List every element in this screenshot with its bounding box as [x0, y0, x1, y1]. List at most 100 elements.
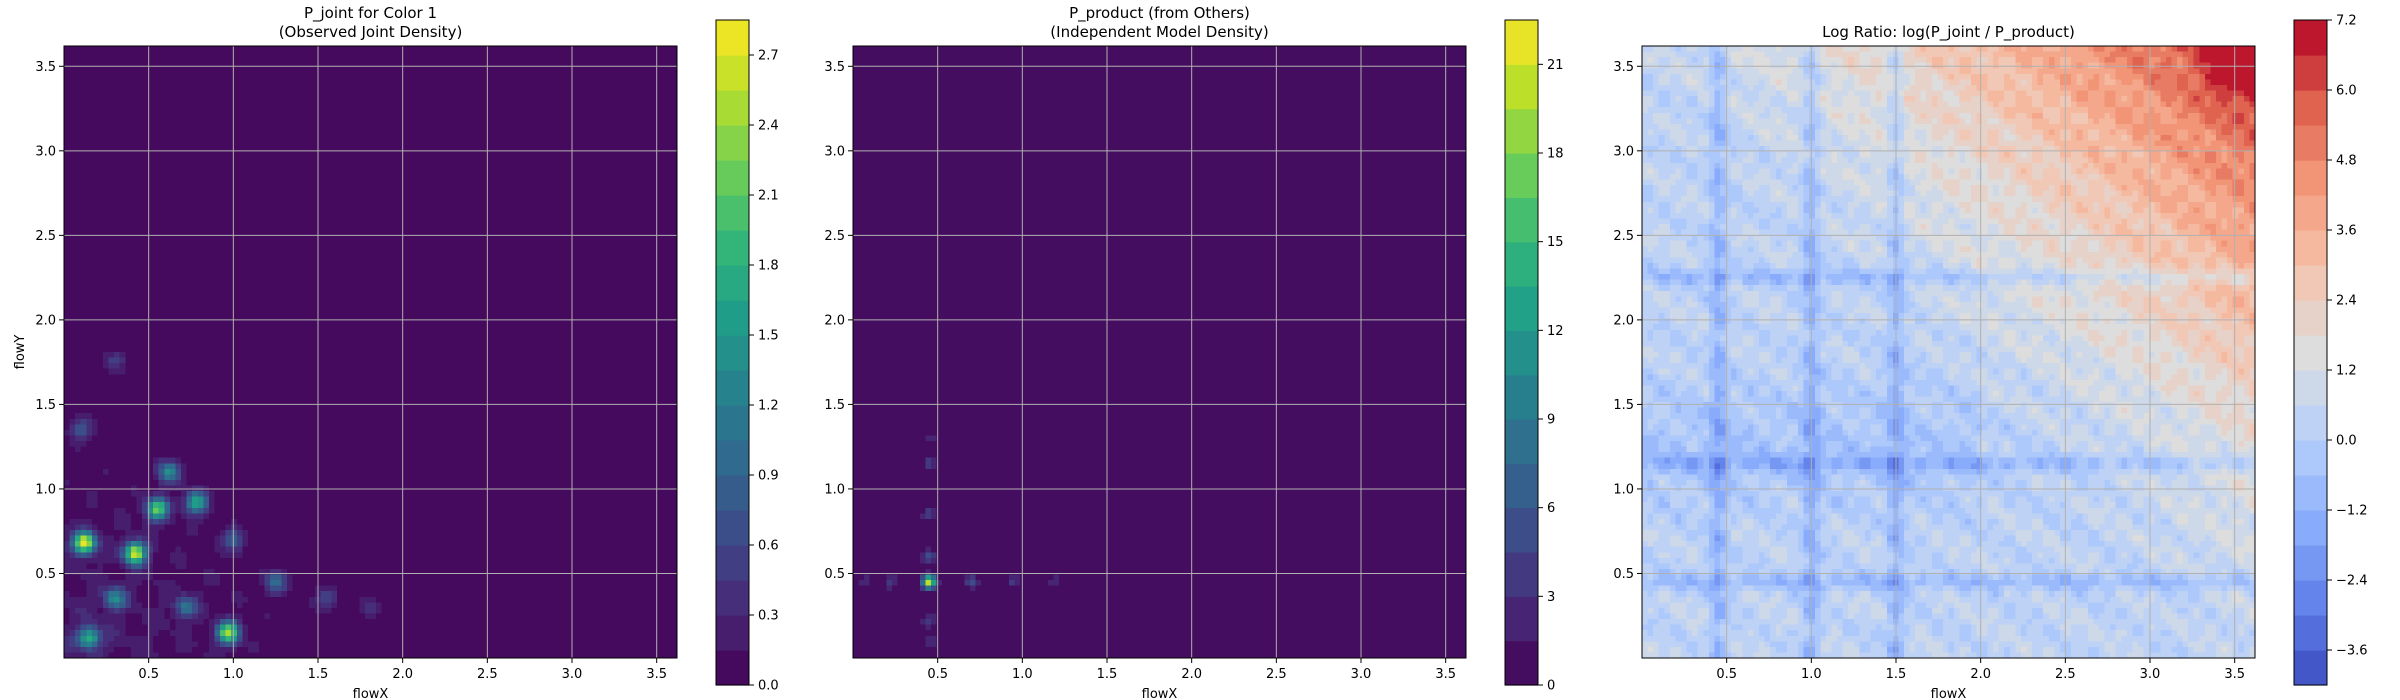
heatmap-cell: [103, 508, 109, 514]
heatmap-cell: [187, 424, 193, 430]
heatmap-cell: [175, 174, 181, 180]
heatmap-cell: [70, 608, 76, 614]
heatmap-cell: [120, 157, 126, 163]
heatmap-cell: [187, 218, 193, 224]
heatmap-cell: [103, 252, 109, 258]
heatmap-cell: [92, 213, 98, 219]
heatmap-cell: [226, 330, 232, 336]
heatmap-cell: [220, 636, 226, 642]
heatmap-cell: [209, 307, 215, 313]
heatmap-cell: [220, 458, 226, 464]
heatmap-cell: [198, 419, 204, 425]
heatmap-cell: [253, 63, 259, 69]
heatmap-cell: [192, 96, 198, 102]
heatmap-cell: [97, 124, 103, 130]
heatmap-cell: [237, 335, 243, 341]
heatmap-cell: [248, 497, 254, 503]
heatmap-cell: [259, 324, 265, 330]
heatmap-cell: [226, 369, 232, 375]
heatmap-cell: [92, 241, 98, 247]
heatmap-cell: [242, 180, 248, 186]
heatmap-cell: [81, 341, 87, 347]
heatmap-cell: [248, 413, 254, 419]
heatmap-cell: [226, 435, 232, 441]
heatmap-cell: [226, 168, 232, 174]
heatmap-cell: [170, 313, 176, 319]
heatmap-cell: [170, 218, 176, 224]
heatmap-cell: [75, 218, 81, 224]
heatmap-cell: [248, 102, 254, 108]
heatmap-cell: [198, 168, 204, 174]
heatmap-cell: [114, 547, 120, 553]
heatmap-cell: [175, 597, 181, 603]
heatmap-cell: [220, 185, 226, 191]
heatmap-cell: [226, 530, 232, 536]
heatmap-cell: [125, 118, 131, 124]
heatmap-cell: [209, 174, 215, 180]
heatmap-cell: [142, 107, 148, 113]
heatmap-cell: [209, 68, 215, 74]
heatmap-cell: [237, 647, 243, 653]
heatmap-cell: [131, 346, 137, 352]
heatmap-cell: [214, 508, 220, 514]
heatmap-cell: [237, 352, 243, 358]
heatmap-cell: [125, 613, 131, 619]
heatmap-cell: [214, 252, 220, 258]
heatmap-cell: [109, 63, 115, 69]
heatmap-cell: [64, 124, 70, 130]
heatmap-cell: [181, 613, 187, 619]
heatmap-cell: [109, 636, 115, 642]
heatmap-cell: [92, 586, 98, 592]
heatmap-cell: [164, 502, 170, 508]
heatmap-cell: [125, 419, 131, 425]
heatmap-cell: [226, 563, 232, 569]
heatmap-cell: [120, 435, 126, 441]
heatmap-cell: [75, 324, 81, 330]
heatmap-cell: [253, 213, 259, 219]
heatmap-cell: [114, 480, 120, 486]
heatmap-cell: [114, 196, 120, 202]
heatmap-cell: [75, 230, 81, 236]
heatmap-cell: [114, 79, 120, 85]
heatmap-cell: [164, 519, 170, 525]
heatmap-cell: [220, 385, 226, 391]
heatmap-cell: [175, 575, 181, 581]
heatmap-cell: [209, 441, 215, 447]
heatmap-cell: [248, 79, 254, 85]
heatmap-cell: [209, 524, 215, 530]
heatmap-cell: [170, 168, 176, 174]
heatmap-cell: [86, 474, 92, 480]
heatmap-cell: [203, 324, 209, 330]
heatmap-cell: [203, 352, 209, 358]
heatmap-cell: [175, 613, 181, 619]
heatmap-cell: [192, 269, 198, 275]
heatmap-cell: [226, 341, 232, 347]
heatmap-cell: [187, 230, 193, 236]
heatmap-cell: [248, 141, 254, 147]
heatmap-cell: [248, 246, 254, 252]
heatmap-cell: [175, 68, 181, 74]
heatmap-cell: [136, 430, 142, 436]
heatmap-cell: [125, 580, 131, 586]
heatmap-cell: [248, 380, 254, 386]
heatmap-cell: [170, 552, 176, 558]
heatmap-cell: [159, 491, 165, 497]
heatmap-cell: [109, 552, 115, 558]
heatmap-cell: [159, 285, 165, 291]
heatmap-cell: [192, 124, 198, 130]
heatmap-cell: [231, 269, 237, 275]
heatmap-cell: [114, 91, 120, 97]
heatmap-cell: [237, 346, 243, 352]
heatmap-cell: [265, 57, 271, 63]
heatmap-cell: [159, 46, 165, 52]
heatmap-cell: [175, 541, 181, 547]
heatmap-cell: [86, 469, 92, 475]
heatmap-cell: [175, 280, 181, 286]
heatmap-cell: [175, 586, 181, 592]
heatmap-cell: [97, 74, 103, 80]
heatmap-cell: [125, 79, 131, 85]
heatmap-cell: [231, 430, 237, 436]
heatmap-cell: [181, 152, 187, 158]
heatmap-cell: [175, 191, 181, 197]
heatmap-cell: [70, 558, 76, 564]
